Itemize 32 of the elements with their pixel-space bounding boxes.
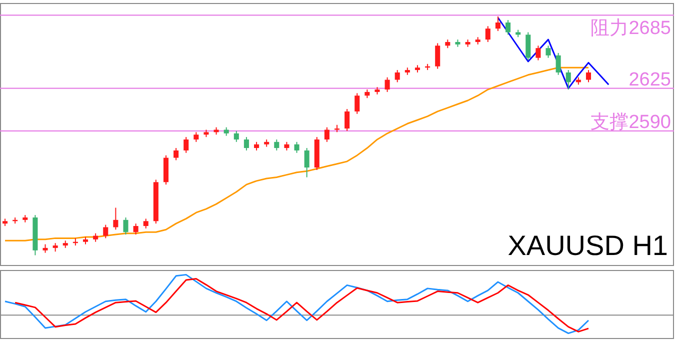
candlestick	[194, 132, 199, 142]
ref-line-label: 支撑2590	[590, 112, 671, 133]
candlestick	[234, 130, 239, 142]
candlestick	[304, 148, 310, 178]
candlestick	[123, 216, 128, 236]
candlestick	[133, 223, 138, 236]
candlestick	[485, 26, 490, 42]
candlestick	[526, 32, 531, 61]
candlestick	[354, 92, 360, 114]
ref-line-label: 2625	[628, 69, 671, 90]
candlestick	[294, 141, 300, 154]
candlestick	[184, 136, 189, 154]
candlestick	[384, 76, 390, 92]
candlestick	[566, 70, 571, 90]
candlestick	[546, 45, 551, 58]
candlestick	[495, 16, 500, 32]
candlestick	[244, 136, 249, 151]
candlestick	[324, 126, 330, 142]
candlestick	[435, 42, 440, 70]
candlestick	[274, 138, 280, 151]
candlestick	[143, 218, 148, 229]
candlestick	[113, 207, 118, 230]
candlestick	[344, 108, 350, 132]
candlestick	[394, 70, 400, 83]
annotation: XAUUSD H1	[508, 230, 668, 261]
ref-line-label: 阻力2685	[590, 18, 671, 40]
candlestick	[506, 20, 511, 36]
candlestick	[586, 70, 592, 83]
candlestick	[556, 52, 561, 76]
candlestick	[536, 45, 541, 61]
candlestick	[174, 148, 179, 161]
candlestick	[103, 224, 108, 239]
